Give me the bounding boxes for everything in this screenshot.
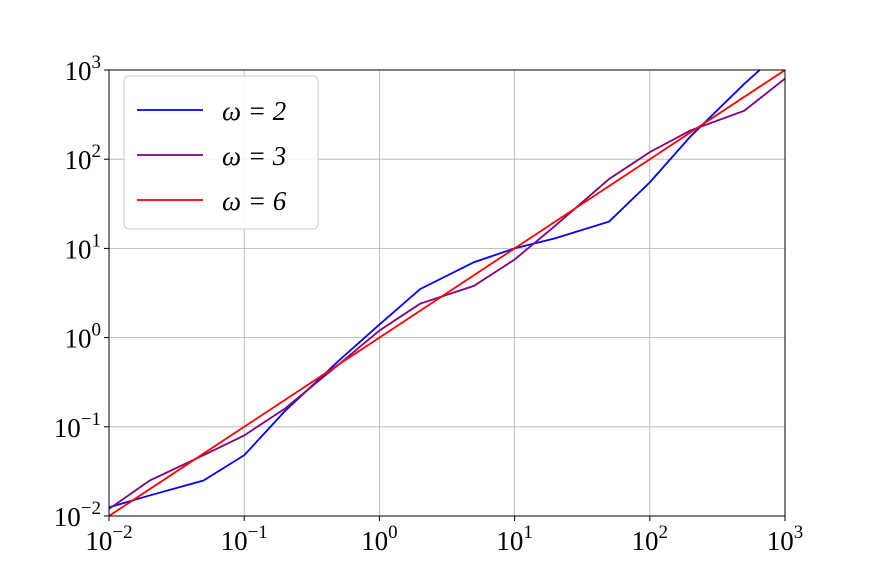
x-tick-label-base: 10: [496, 526, 523, 556]
y-tick-label-exponent: −2: [81, 498, 101, 519]
x-tick-label-base: 10: [85, 526, 112, 556]
x-tick-label-base: 10: [221, 526, 248, 556]
y-tick-label: 102: [65, 141, 102, 175]
y-tick-label-base: 10: [54, 413, 81, 443]
y-tick-label-exponent: 0: [92, 320, 102, 341]
y-tick-label-exponent: 1: [92, 230, 102, 251]
y-tick-label-exponent: 2: [92, 141, 102, 162]
series-line: [109, 70, 761, 509]
x-tick-label: 103: [767, 522, 804, 556]
x-tick-label-exponent: 2: [659, 522, 669, 543]
y-tick-label-base: 10: [54, 502, 81, 532]
x-tick-label-exponent: 1: [523, 522, 533, 543]
legend-label: ω = 6: [222, 186, 287, 216]
y-tick-label-exponent: −1: [81, 409, 101, 430]
x-tick-label-exponent: 0: [388, 522, 398, 543]
y-tick-label-base: 10: [65, 324, 92, 354]
x-tick-label: 101: [496, 522, 533, 556]
x-tick-label: 100: [361, 522, 398, 556]
x-tick-label-base: 10: [361, 526, 388, 556]
x-tick-label-base: 10: [632, 526, 659, 556]
x-tick-label: 10−1: [221, 522, 268, 556]
y-tick-label-exponent: 3: [92, 52, 102, 73]
legend-box: [123, 75, 319, 230]
y-tick-label-base: 10: [65, 234, 92, 264]
y-tick-label: 103: [65, 52, 102, 86]
series-line: [109, 77, 785, 510]
x-tick-label: 102: [632, 522, 669, 556]
y-tick-label-base: 10: [65, 56, 92, 86]
x-tick-label-exponent: −1: [248, 522, 268, 543]
x-tick-label-base: 10: [767, 526, 794, 556]
y-tick-label: 10−1: [54, 409, 101, 443]
legend-label: ω = 3: [222, 141, 286, 171]
x-tick-label-exponent: 3: [794, 522, 804, 543]
y-tick-label: 10−2: [54, 498, 101, 532]
y-tick-label: 100: [65, 320, 102, 354]
y-tick-label-base: 10: [65, 145, 92, 175]
plot-frame: [108, 69, 786, 517]
y-tick-label: 101: [65, 230, 102, 264]
x-tick-label: 10−2: [85, 522, 132, 556]
series-line: [109, 70, 785, 516]
legend-label: ω = 2: [222, 96, 286, 126]
x-tick-label-exponent: −2: [112, 522, 132, 543]
